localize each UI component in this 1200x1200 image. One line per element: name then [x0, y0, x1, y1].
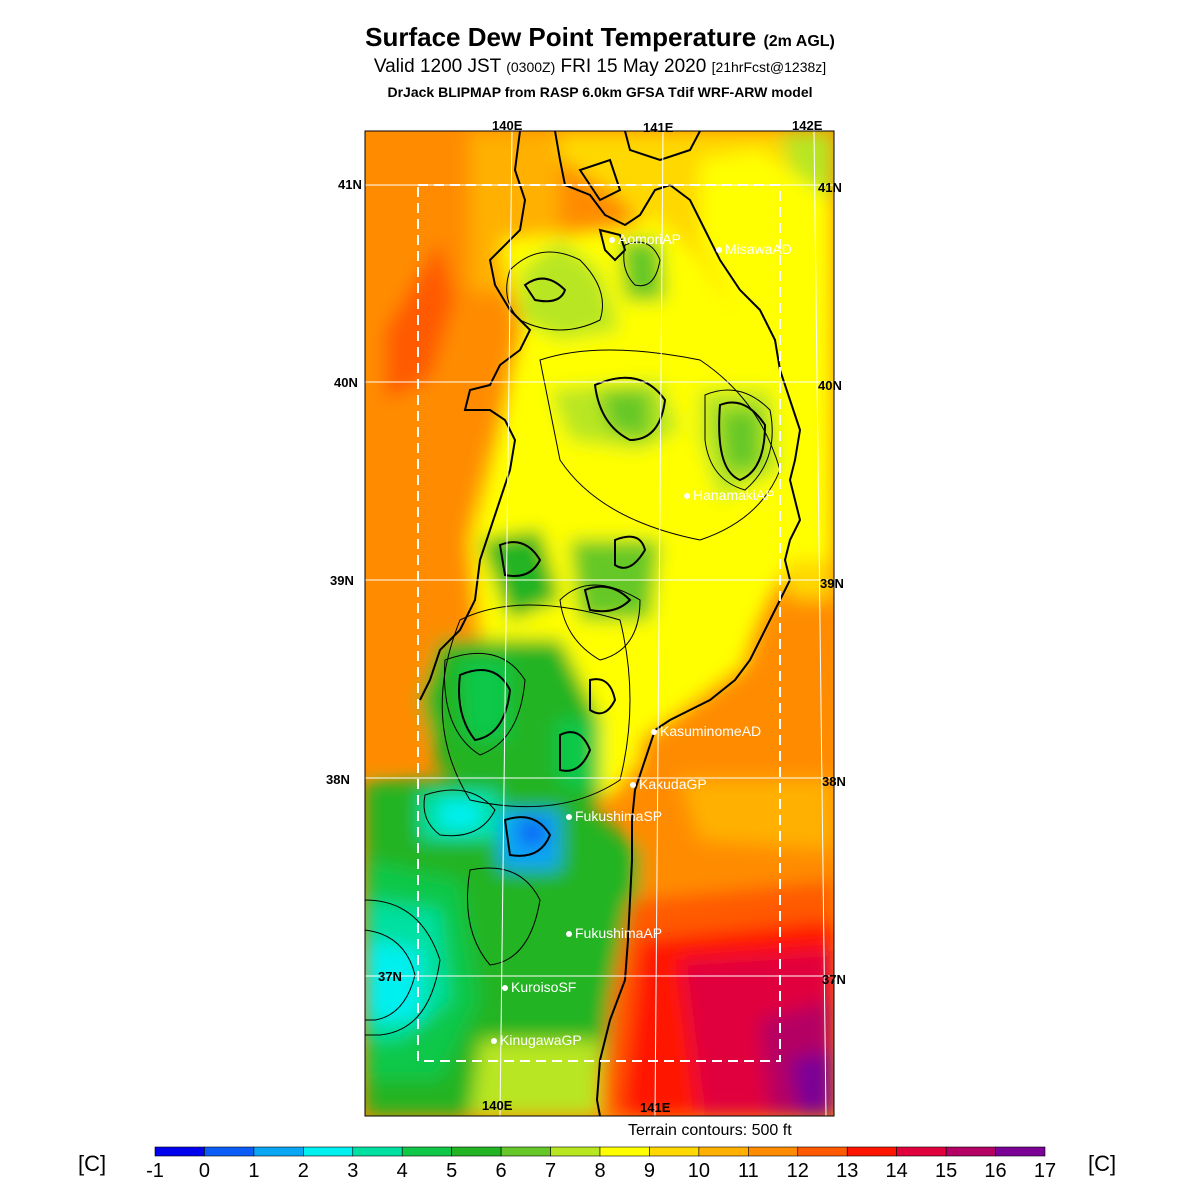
colorbar-swatch — [748, 1146, 799, 1157]
station-label: KasuminomeAD — [660, 723, 762, 739]
colorbar-swatch — [500, 1146, 551, 1157]
station-label: MisawaAD — [725, 241, 792, 257]
colorbar-tick-label: 3 — [347, 1160, 359, 1182]
station-marker-icon — [502, 985, 508, 992]
station-label: AomoriAP — [618, 231, 682, 247]
lat-label-right-40n: 40N — [818, 378, 842, 393]
dewpoint-field — [365, 131, 834, 1116]
colorbar-tick-label: 7 — [544, 1160, 557, 1182]
coastline — [419, 131, 802, 1116]
colorbar-swatch — [154, 1146, 205, 1157]
colorbar-swatch — [550, 1146, 601, 1157]
station-kinugawa-gp[interactable]: KinugawaGP — [491, 1032, 582, 1048]
colorbar-tick-label: 9 — [643, 1160, 655, 1182]
lon-label-bottom-141e: 141E — [640, 1100, 671, 1115]
map-frame — [364, 130, 835, 1117]
colorbar-tick-label: 15 — [934, 1160, 958, 1182]
station-kuroiso-sf[interactable]: KuroisoSF — [502, 979, 576, 995]
colorbar-swatch — [253, 1146, 304, 1157]
colorbar-tick-label: 0 — [198, 1160, 210, 1182]
title-main: Surface Dew Point Temperature — [365, 22, 757, 52]
lat-label-left-38n: 38N — [326, 772, 350, 787]
station-misawa-ad[interactable]: MisawaAD — [716, 241, 792, 257]
valid-time: Valid 1200 JST (0300Z) FRI 15 May 2020 [… — [0, 56, 1200, 78]
colorbar-tick-label: 11 — [737, 1160, 759, 1182]
colorbar-tick-label: 1 — [248, 1160, 260, 1182]
lat-label-left-37n: 37N — [378, 969, 402, 984]
colorbar-swatch — [896, 1146, 947, 1157]
terrain-contour-note: Terrain contours: 500 ft — [628, 1122, 792, 1139]
terrain-contours — [365, 241, 781, 1036]
valid-date: FRI 15 May 2020 — [560, 56, 707, 77]
model-description: DrJack BLIPMAP from RASP 6.0km GFSA Tdif… — [387, 84, 813, 100]
map-title: Surface Dew Point Temperature (2m AGL) — [0, 22, 1200, 53]
lat-label-left-39n: 39N — [330, 573, 354, 588]
valid-zone: (0300Z) — [506, 59, 556, 75]
colorbar-tick-label: 16 — [984, 1160, 1007, 1182]
station-aomori-ap[interactable]: AomoriAP — [609, 231, 681, 247]
colorbar-tick-label: 12 — [786, 1160, 809, 1182]
station-label: KuroisoSF — [511, 979, 577, 995]
lat-label-right-41n: 41N — [818, 180, 842, 195]
station-label: HanamakiAP — [693, 487, 775, 503]
colorbar-swatch — [797, 1146, 848, 1157]
valid-forecast: [21hrFcst@1238z] — [711, 59, 827, 75]
station-label: FukushimaSP — [575, 808, 663, 824]
inner-domain-boundary — [417, 184, 781, 1062]
colorbar — [154, 1146, 1046, 1157]
colorbar-tick-label: -1 — [146, 1160, 164, 1182]
station-label: FukushimaAP — [575, 925, 663, 941]
lon-label-top-142e: 142E — [792, 118, 823, 133]
colorbar-tick-label: 17 — [1033, 1160, 1057, 1182]
lat-label-left-40n: 40N — [334, 375, 358, 390]
colorbar-swatch — [649, 1146, 700, 1157]
colorbar-swatch — [451, 1146, 502, 1157]
station-fukushima-sp[interactable]: FukushimaSP — [566, 808, 662, 824]
station-marker-icon — [651, 729, 657, 736]
colorbar-tick-label: 4 — [396, 1160, 408, 1182]
station-marker-icon — [491, 1038, 497, 1045]
station-marker-icon — [566, 814, 572, 821]
colorbar-unit-left: [C] — [78, 1151, 107, 1176]
lon-label-top-140e: 140E — [492, 118, 523, 133]
station-marker-icon — [609, 237, 615, 244]
lon-label-bottom-140e: 140E — [482, 1098, 513, 1113]
station-marker-icon — [630, 782, 636, 789]
colorbar-swatch — [303, 1146, 354, 1157]
station-label: KinugawaGP — [500, 1032, 582, 1048]
valid-main: Valid 1200 JST — [373, 56, 501, 77]
station-label: KakudaGP — [639, 776, 707, 792]
station-marker-icon — [716, 247, 722, 254]
colorbar-tick-label: 5 — [446, 1160, 458, 1182]
title-height: (2m AGL) — [763, 33, 835, 50]
colorbar-tick-label: 14 — [885, 1160, 908, 1182]
colorbar-swatch — [945, 1146, 996, 1157]
colorbar-swatch — [352, 1146, 403, 1157]
colorbar-tick-label: 8 — [594, 1160, 606, 1182]
station-marker-icon — [566, 931, 572, 938]
colorbar-swatch — [401, 1146, 452, 1157]
station-kakuda-gp[interactable]: KakudaGP — [630, 776, 707, 792]
lon-label-top-141e: 141E — [643, 120, 674, 135]
station-marker-icon — [684, 493, 690, 500]
colorbar-swatch — [995, 1146, 1046, 1157]
station-fukushima-ap[interactable]: FukushimaAP — [566, 925, 662, 941]
lat-label-left-41n: 41N — [338, 177, 362, 192]
colorbar-tick-label: 10 — [687, 1160, 710, 1182]
colorbar-unit-right: [C] — [1088, 1151, 1117, 1176]
lat-label-right-39n: 39N — [820, 576, 844, 591]
lat-label-right-38n: 38N — [822, 774, 846, 789]
station-hanamaki-ap[interactable]: HanamakiAP — [684, 487, 775, 503]
colorbar-swatch — [204, 1146, 255, 1157]
lat-label-right-37n: 37N — [822, 972, 846, 987]
station-kasuminome-ad[interactable]: KasuminomeAD — [651, 723, 761, 739]
colorbar-swatch — [846, 1146, 897, 1157]
colorbar-swatch — [599, 1146, 650, 1157]
colorbar-tick-label: 13 — [836, 1160, 859, 1182]
colorbar-tick-label: 2 — [297, 1160, 309, 1182]
colorbar-tick-label: 6 — [495, 1160, 507, 1182]
colorbar-swatch — [698, 1146, 749, 1157]
